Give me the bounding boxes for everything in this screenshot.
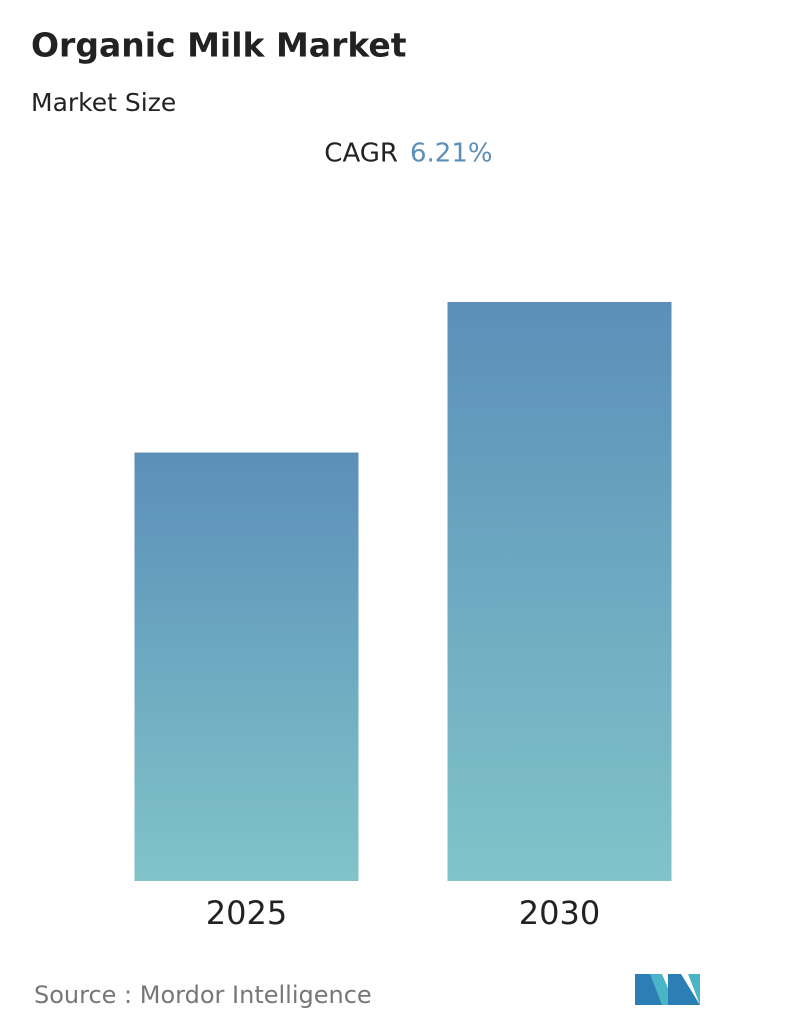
cagr-value: 6.21% [410,139,493,169]
source: Source : Mordor Intelligence [34,981,372,1009]
x-tick-label: 2025 [206,894,287,932]
chart-title: Organic Milk Market [31,26,407,65]
chart-subtitle: Market Size [31,88,176,117]
bar [447,302,672,881]
cagr-label: CAGR [324,139,398,169]
bar [134,452,359,881]
logo [635,974,700,1005]
x-tick-label: 2030 [519,894,600,932]
